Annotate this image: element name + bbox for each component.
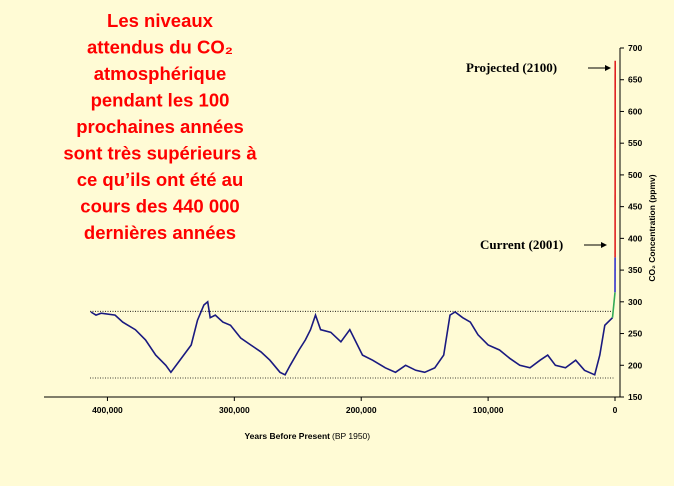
title-line: prochaines années xyxy=(76,116,244,137)
title-line: Les niveaux xyxy=(107,10,214,31)
y-tick-label: 350 xyxy=(628,265,642,275)
y-tick-label: 600 xyxy=(628,106,642,116)
x-tick-label: 0 xyxy=(613,405,618,415)
y-tick-label: 500 xyxy=(628,170,642,180)
y-tick-label: 650 xyxy=(628,75,642,85)
title-line: pendant les 100 xyxy=(91,90,230,111)
data-line xyxy=(90,300,614,376)
y-tick-label: 700 xyxy=(628,43,642,53)
y-tick-label: 250 xyxy=(628,329,642,339)
x-tick-label: 100,000 xyxy=(473,405,504,415)
title-line: ce qu’ils ont été au xyxy=(77,169,244,190)
x-axis-note: (BP 1950) xyxy=(332,431,370,441)
title-line: cours des 440 000 xyxy=(80,196,239,217)
x-axis-label: Years Before Present xyxy=(244,431,330,441)
title-line: atmosphérique xyxy=(94,63,227,84)
title-line: sont très supérieurs à xyxy=(63,143,257,164)
y-axis-label: CO₂ Concentration (ppmv) xyxy=(647,174,657,281)
title-line: dernières années xyxy=(84,222,236,243)
x-tick-label: 200,000 xyxy=(346,405,377,415)
y-tick-label: 200 xyxy=(628,360,642,370)
x-tick-label: 400,000 xyxy=(92,405,123,415)
x-tick-label: 300,000 xyxy=(219,405,250,415)
y-tick-label: 150 xyxy=(628,392,642,402)
y-tick-label: 300 xyxy=(628,297,642,307)
y-tick-label: 550 xyxy=(628,138,642,148)
annotation: Projected (2100) xyxy=(466,60,557,75)
title-line: attendus du CO₂ xyxy=(87,37,233,58)
y-tick-label: 400 xyxy=(628,233,642,243)
annotation: Current (2001) xyxy=(480,237,563,252)
y-tick-label: 450 xyxy=(628,202,642,212)
data-line xyxy=(611,292,616,318)
